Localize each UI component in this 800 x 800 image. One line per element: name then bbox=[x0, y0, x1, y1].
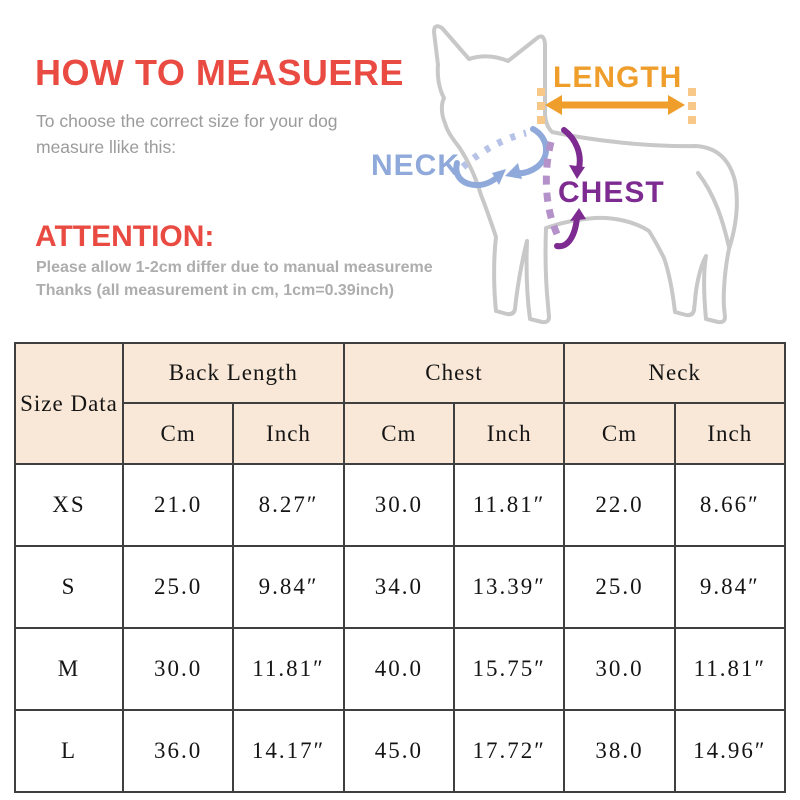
value-cell: 21.0 bbox=[121, 463, 235, 547]
value-cell: 15.75″ bbox=[452, 627, 566, 711]
value-cell: 17.72″ bbox=[452, 709, 566, 793]
length-arrowhead-left bbox=[545, 95, 562, 115]
value-cell: 9.84″ bbox=[232, 545, 345, 629]
subheader-neck-cm: Cm bbox=[563, 402, 676, 465]
neck-arrow-small bbox=[453, 160, 502, 189]
chest-annotation bbox=[542, 127, 586, 250]
col-header-neck: Neck bbox=[563, 342, 786, 404]
table-row-xs: XS 21.0 8.27″ 30.0 11.81″ 22.0 8.66″ bbox=[14, 463, 787, 547]
value-cell: 30.0 bbox=[342, 463, 455, 547]
value-cell: 14.17″ bbox=[232, 709, 345, 793]
chest-arrowhead-top bbox=[569, 165, 585, 179]
chest-arrow-top bbox=[561, 127, 583, 171]
table-subheader-row: Cm Inch Cm Inch Cm Inch bbox=[15, 402, 787, 465]
table-row-m: M 30.0 11.81″ 40.0 15.75″ 30.0 11.81″ bbox=[14, 627, 787, 711]
value-cell: 25.0 bbox=[121, 545, 235, 629]
value-cell: 30.0 bbox=[121, 627, 235, 711]
value-cell: 45.0 bbox=[342, 709, 455, 793]
value-cell: 9.84″ bbox=[673, 545, 787, 629]
table-row-l: L 36.0 14.17″ 45.0 17.72″ 38.0 14.96″ bbox=[14, 709, 787, 793]
size-chart-table: Size Data Back Length Chest Neck Cm Inch… bbox=[14, 342, 787, 793]
table-group-header-row: Size Data Back Length Chest Neck bbox=[14, 342, 786, 465]
value-cell: 36.0 bbox=[121, 709, 235, 793]
value-cell: 40.0 bbox=[342, 627, 455, 711]
value-cell: 30.0 bbox=[563, 627, 676, 711]
neck-annotation bbox=[453, 126, 549, 189]
size-cell: XS bbox=[14, 463, 124, 547]
value-cell: 34.0 bbox=[342, 545, 455, 629]
col-header-chest: Chest bbox=[342, 342, 566, 404]
subheader-chest-cm: Cm bbox=[342, 402, 455, 465]
value-cell: 38.0 bbox=[563, 709, 676, 793]
chest-label: CHEST bbox=[558, 176, 665, 209]
neck-arrow-large bbox=[512, 126, 549, 177]
size-cell: S bbox=[14, 545, 124, 629]
size-cell: L bbox=[14, 709, 124, 793]
subheader-back-cm: Cm bbox=[121, 402, 235, 465]
page-title: HOW TO MEASUERE bbox=[35, 52, 404, 93]
length-arrowhead-right bbox=[668, 95, 685, 115]
dog-measure-diagram bbox=[432, 24, 739, 325]
value-cell: 13.39″ bbox=[452, 545, 566, 629]
attention-title: ATTENTION: bbox=[35, 220, 215, 253]
size-cell: M bbox=[14, 627, 124, 711]
subtitle-line-1: To choose the correct size for your dog bbox=[36, 111, 338, 131]
attention-note: Please allow 1-2cm differ due to manual … bbox=[36, 256, 433, 302]
value-cell: 8.66″ bbox=[673, 463, 787, 547]
size-data-corner-cell: Size Data bbox=[14, 342, 124, 465]
dog-outline bbox=[432, 24, 739, 325]
value-cell: 11.81″ bbox=[673, 627, 787, 711]
col-header-back-length: Back Length bbox=[122, 342, 345, 404]
subtitle: To choose the correct size for your dog … bbox=[36, 108, 338, 160]
subheader-chest-inch: Inch bbox=[452, 402, 566, 465]
subheader-neck-inch: Inch bbox=[673, 402, 787, 465]
value-cell: 14.96″ bbox=[673, 709, 787, 793]
length-annotation bbox=[537, 88, 696, 127]
value-cell: 8.27″ bbox=[232, 463, 345, 547]
chest-arrow-bottom bbox=[554, 215, 580, 250]
subtitle-line-2: measure llike this: bbox=[36, 137, 177, 157]
value-cell: 25.0 bbox=[563, 545, 676, 629]
attention-line-1: Please allow 1-2cm differ due to manual … bbox=[36, 259, 433, 276]
subheader-back-inch: Inch bbox=[232, 402, 345, 465]
neck-label: NECK bbox=[371, 149, 461, 182]
length-label: LENGTH bbox=[553, 61, 683, 94]
value-cell: 11.81″ bbox=[452, 463, 566, 547]
neck-dotted-line bbox=[460, 129, 527, 170]
value-cell: 11.81″ bbox=[232, 627, 345, 711]
chest-dashed-ellipse bbox=[542, 141, 561, 236]
attention-line-2: Thanks (all measurement in cm, 1cm=0.39i… bbox=[36, 282, 394, 299]
table-row-s: S 25.0 9.84″ 34.0 13.39″ 25.0 9.84″ bbox=[14, 545, 787, 629]
neck-arrowhead-large bbox=[505, 163, 522, 179]
value-cell: 22.0 bbox=[563, 463, 676, 547]
neck-arrowhead-small bbox=[492, 169, 506, 185]
chest-arrowhead-bottom bbox=[570, 208, 586, 221]
